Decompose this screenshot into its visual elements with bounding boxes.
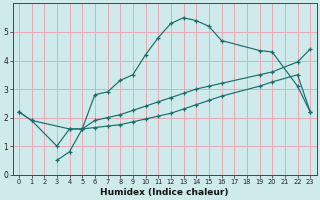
X-axis label: Humidex (Indice chaleur): Humidex (Indice chaleur) bbox=[100, 188, 229, 197]
